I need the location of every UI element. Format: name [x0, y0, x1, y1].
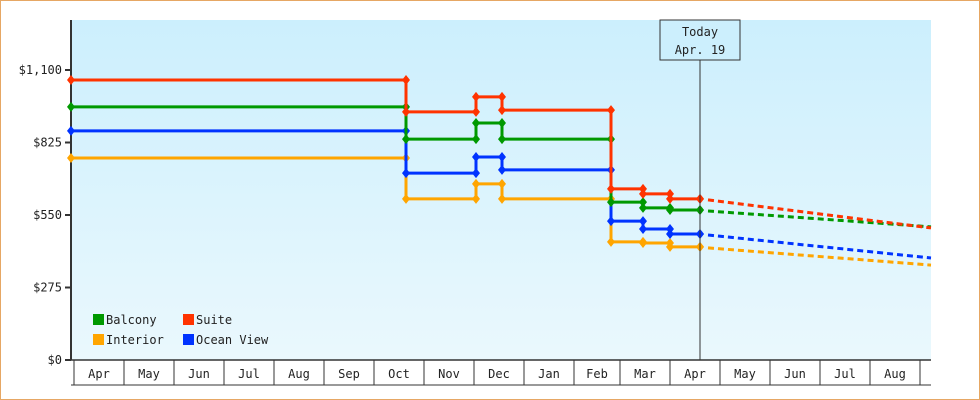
- x-tick-label: May: [138, 367, 160, 381]
- legend: Balcony Suite Interior Ocean View: [93, 313, 269, 347]
- today-label: Today: [682, 25, 718, 39]
- x-tick-label: Jul: [238, 367, 260, 381]
- x-tick-label: Aug: [288, 367, 310, 381]
- x-tick-label: Aug: [884, 367, 906, 381]
- y-axis: $0 $275 $550 $825 $1,100: [19, 20, 72, 367]
- legend-label-suite: Suite: [196, 313, 232, 327]
- x-axis: Apr May Jun Jul Aug Sep Oct Nov Dec Jan Feb Mar Apr M…: [71, 359, 931, 386]
- y-tick-label: $275: [33, 281, 62, 295]
- data-point: [402, 106, 410, 117]
- data-point: [639, 202, 647, 213]
- y-tick-label: $0: [48, 353, 62, 367]
- data-point: [639, 223, 647, 234]
- data-point: [639, 237, 647, 248]
- data-point: [472, 91, 480, 102]
- data-point: [67, 75, 75, 86]
- forecast-line: [707, 198, 932, 230]
- data-point: [498, 134, 506, 145]
- data-point: [472, 193, 480, 204]
- data-point: [666, 228, 674, 239]
- x-tick-label: Jun: [188, 367, 210, 381]
- data-point: [498, 152, 506, 162]
- series-lines: [67, 75, 932, 267]
- x-tick-label: Apr: [684, 367, 706, 381]
- data-point: [498, 91, 506, 102]
- today-box: [659, 19, 741, 61]
- x-tick-label: Jan: [538, 367, 560, 381]
- data-point: [472, 134, 480, 145]
- series-line-interior: [71, 156, 700, 249]
- series-line-ocean-view: [71, 129, 700, 236]
- data-point: [666, 193, 674, 204]
- y-tick-label: $825: [33, 136, 62, 150]
- x-tick-label: Apr: [88, 367, 110, 381]
- data-point: [639, 216, 647, 227]
- data-point: [498, 178, 506, 189]
- data-point: [67, 153, 75, 164]
- x-tick-label: May: [734, 367, 756, 381]
- series-line-suite: [71, 78, 700, 201]
- legend-swatch: [93, 334, 104, 345]
- data-point: [666, 204, 674, 215]
- data-point: [498, 164, 506, 175]
- x-tick-label: Jul: [834, 367, 856, 381]
- x-tick-label: Jun: [784, 367, 806, 381]
- data-point: [607, 183, 615, 194]
- data-point: [607, 216, 615, 227]
- data-point: [498, 105, 506, 116]
- data-point: [639, 188, 647, 199]
- x-tick-label: Dec: [488, 367, 510, 381]
- data-point: [402, 75, 410, 86]
- data-point: [639, 197, 647, 208]
- data-point: [472, 106, 480, 117]
- data-point: [666, 241, 674, 252]
- today-date: Apr. 19: [675, 43, 726, 57]
- data-point: [607, 105, 615, 116]
- x-tick-label: Nov: [438, 367, 460, 381]
- data-point: [498, 117, 506, 128]
- data-point: [607, 236, 615, 247]
- data-point: [607, 197, 615, 208]
- y-tick-label: $550: [33, 208, 62, 222]
- data-point: [67, 101, 75, 112]
- data-point: [472, 178, 480, 189]
- data-point: [498, 193, 506, 204]
- legend-swatch: [93, 314, 104, 325]
- forecast-line: [707, 209, 932, 229]
- data-point: [472, 152, 480, 162]
- forecast-line: [707, 246, 932, 267]
- x-tick-label: Sep: [338, 367, 360, 381]
- x-tick-label: Feb: [586, 367, 608, 381]
- legend-swatch: [183, 314, 194, 325]
- data-point: [666, 223, 674, 234]
- x-tick-label: Mar: [634, 367, 656, 381]
- y-tick-label: $1,100: [19, 63, 62, 77]
- x-tick-label: Oct: [388, 367, 410, 381]
- data-point: [472, 168, 480, 179]
- data-point: [402, 134, 410, 145]
- legend-label-ocean-view: Ocean View: [196, 333, 269, 347]
- today-marker: Today Apr. 19: [659, 19, 741, 360]
- data-point: [472, 117, 480, 128]
- data-point: [67, 125, 75, 136]
- series-line-balcony: [71, 105, 700, 212]
- forecast-line: [707, 233, 932, 260]
- data-point: [639, 183, 647, 194]
- data-point: [402, 168, 410, 179]
- legend-label-balcony: Balcony: [106, 313, 157, 327]
- legend-label-interior: Interior: [106, 333, 164, 347]
- data-point: [666, 188, 674, 199]
- data-point: [402, 193, 410, 204]
- legend-swatch: [183, 334, 194, 345]
